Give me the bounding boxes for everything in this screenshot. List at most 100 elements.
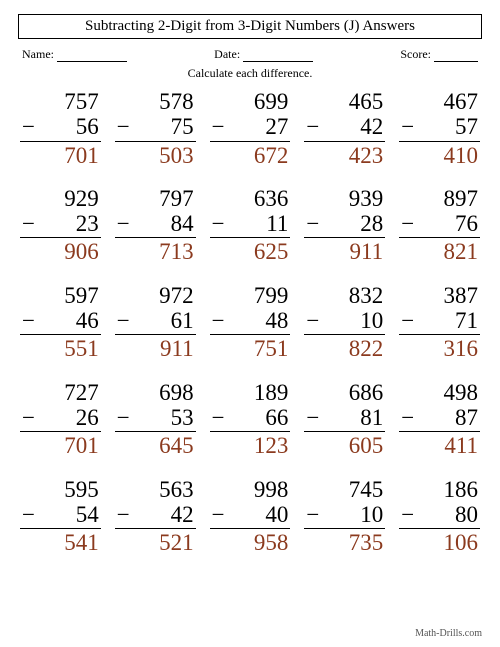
minuend: 998 (210, 477, 291, 502)
minuend: 387 (399, 283, 480, 308)
answer: 713 (115, 238, 196, 264)
subtrahend: 46 (76, 308, 99, 333)
subtrahend: 23 (76, 211, 99, 236)
minus-icon: − (22, 308, 35, 333)
subtrahend-row: −54 (20, 502, 101, 529)
minuend: 636 (210, 186, 291, 211)
problem: 799−48751 (210, 283, 291, 362)
subtrahend: 87 (455, 405, 478, 430)
minus-icon: − (306, 114, 319, 139)
subtrahend-row: − 57 (399, 114, 480, 141)
name-field: Name: (22, 47, 127, 62)
minus-icon: − (212, 211, 225, 236)
subtrahend: 10 (360, 308, 383, 333)
minuend: 467 (399, 89, 480, 114)
subtrahend-row: −81 (304, 405, 385, 432)
minuend: 727 (20, 380, 101, 405)
problem: 498−87411 (399, 380, 480, 459)
subtrahend: 42 (360, 114, 383, 139)
minus-icon: − (306, 502, 319, 527)
problem: 745−10735 (304, 477, 385, 556)
problem: 563−42521 (115, 477, 196, 556)
subtrahend-row: −48 (210, 308, 291, 335)
subtrahend-row: −10 (304, 308, 385, 335)
answer: 423 (304, 142, 385, 168)
problem: 939−28911 (304, 186, 385, 265)
answer: 503 (115, 142, 196, 168)
subtrahend: 40 (265, 502, 288, 527)
minus-icon: − (401, 405, 414, 430)
answer: 821 (399, 238, 480, 264)
problem: 972−61911 (115, 283, 196, 362)
problems-grid: 757−56701578−75503699−27672465−42423467−… (18, 89, 482, 555)
subtrahend: 66 (265, 405, 288, 430)
answer: 411 (399, 432, 480, 458)
minus-icon: − (401, 308, 414, 333)
subtrahend-row: −75 (115, 114, 196, 141)
subtrahend: 80 (455, 502, 478, 527)
minuend: 797 (115, 186, 196, 211)
minuend: 699 (210, 89, 291, 114)
answer: 911 (304, 238, 385, 264)
answer: 672 (210, 142, 291, 168)
minus-icon: − (306, 211, 319, 236)
problem: 998−40958 (210, 477, 291, 556)
problem: 757−56701 (20, 89, 101, 168)
subtrahend-row: − 11 (210, 211, 291, 238)
answer: 605 (304, 432, 385, 458)
problem: 465− 42 423 (304, 89, 385, 168)
minus-icon: − (22, 405, 35, 430)
minuend: 578 (115, 89, 196, 114)
problem: 727−26701 (20, 380, 101, 459)
minus-icon: − (117, 211, 130, 236)
subtrahend: 56 (76, 114, 99, 139)
date-blank[interactable] (243, 50, 313, 62)
subtrahend: 11 (266, 211, 288, 236)
minus-icon: − (22, 114, 35, 139)
answer: 521 (115, 529, 196, 555)
problem: 387−71316 (399, 283, 480, 362)
problem: 699−27672 (210, 89, 291, 168)
subtrahend: 71 (455, 308, 478, 333)
answer: 701 (20, 142, 101, 168)
subtrahend-row: − 66 (210, 405, 291, 432)
minus-icon: − (117, 502, 130, 527)
minus-icon: − (401, 114, 414, 139)
subtrahend-row: −42 (115, 502, 196, 529)
subtrahend-row: −53 (115, 405, 196, 432)
problem: 929−23906 (20, 186, 101, 265)
minus-icon: − (212, 405, 225, 430)
subtrahend: 57 (455, 114, 478, 139)
score-field: Score: (400, 47, 478, 62)
name-blank[interactable] (57, 50, 127, 62)
subtrahend-row: − 71 (399, 308, 480, 335)
minus-icon: − (117, 308, 130, 333)
subtrahend: 81 (360, 405, 383, 430)
minuend: 929 (20, 186, 101, 211)
minuend: 832 (304, 283, 385, 308)
answer: 625 (210, 238, 291, 264)
subtrahend-row: − 56 (20, 114, 101, 141)
subtrahend-row: −61 (115, 308, 196, 335)
minus-icon: − (401, 211, 414, 236)
minuend: 465 (304, 89, 385, 114)
problem: 797−84713 (115, 186, 196, 265)
answer: 551 (20, 335, 101, 361)
answer: 958 (210, 529, 291, 555)
problem: 186−80106 (399, 477, 480, 556)
date-field: Date: (214, 47, 313, 62)
subtrahend-row: −40 (210, 502, 291, 529)
answer: 735 (304, 529, 385, 555)
answer: 751 (210, 335, 291, 361)
score-blank[interactable] (434, 50, 478, 62)
subtrahend-row: −76 (399, 211, 480, 238)
subtrahend-row: −23 (20, 211, 101, 238)
subtrahend-row: −10 (304, 502, 385, 529)
problem: 686−81605 (304, 380, 385, 459)
subtrahend: 28 (360, 211, 383, 236)
minuend: 686 (304, 380, 385, 405)
answer: 645 (115, 432, 196, 458)
score-label: Score: (400, 47, 431, 62)
subtrahend-row: −27 (210, 114, 291, 141)
answer: 701 (20, 432, 101, 458)
